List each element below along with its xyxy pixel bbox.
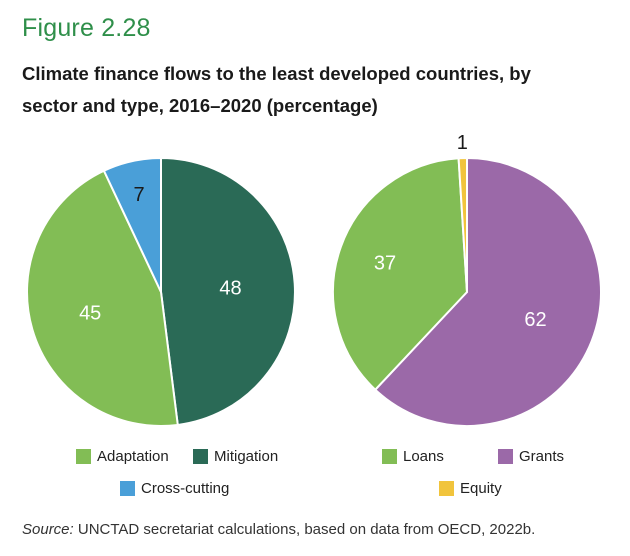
- source-note: Source: UNCTAD secretariat calculations,…: [22, 521, 535, 538]
- legend-swatch: [382, 449, 397, 464]
- pie-slice-equity: [457, 156, 468, 293]
- pie-slice-mitigation: [160, 157, 296, 426]
- legend-item-equity: Equity: [439, 480, 502, 497]
- legend-label: Cross-cutting: [141, 480, 230, 497]
- legend-swatch: [76, 449, 91, 464]
- data-label-mitigation: 48: [219, 278, 241, 300]
- legend-item-adaptation: Adaptation: [76, 448, 169, 465]
- legend-item-loans: Loans: [382, 448, 444, 465]
- data-label-cross-cutting: 7: [134, 184, 145, 206]
- pie-slice-grants: [374, 157, 602, 427]
- legend-swatch: [439, 481, 454, 496]
- legend-label: Grants: [519, 448, 565, 465]
- chart-title: Climate finance flows to the least devel…: [22, 58, 612, 122]
- chart-title-line-1: Climate finance flows to the least devel…: [22, 63, 531, 84]
- chart-title-line-2: sector and type, 2016–2020 (percentage): [22, 95, 378, 116]
- data-label-equity: 1: [457, 132, 468, 154]
- pie-slice-adaptation: [26, 169, 179, 427]
- type-pie-chart: 62 37 1: [332, 132, 602, 427]
- legend-swatch: [498, 449, 513, 464]
- pie-slice-loans: [332, 157, 468, 391]
- data-label-loans: 37: [374, 253, 396, 275]
- data-label-adaptation: 45: [79, 303, 101, 325]
- source-text: UNCTAD secretariat calculations, based o…: [73, 521, 536, 538]
- legend-label: Equity: [460, 480, 502, 497]
- legend-item-cross-cutting: Cross-cutting: [120, 480, 229, 497]
- data-label-grants: 62: [524, 309, 546, 331]
- pie-slice-cross-cutting: [102, 157, 162, 293]
- sector-pie-chart: 48 45 7: [26, 157, 296, 427]
- legend-label: Loans: [403, 448, 444, 465]
- legend-swatch: [193, 449, 208, 464]
- source-label: Source:: [22, 521, 74, 538]
- legend-item-mitigation: Mitigation: [193, 448, 278, 465]
- legend-label: Mitigation: [214, 448, 279, 465]
- legend-label: Adaptation: [97, 448, 169, 465]
- legend-item-grants: Grants: [498, 448, 564, 465]
- legend-swatch: [120, 481, 135, 496]
- figure-label: Figure 2.28: [22, 14, 151, 42]
